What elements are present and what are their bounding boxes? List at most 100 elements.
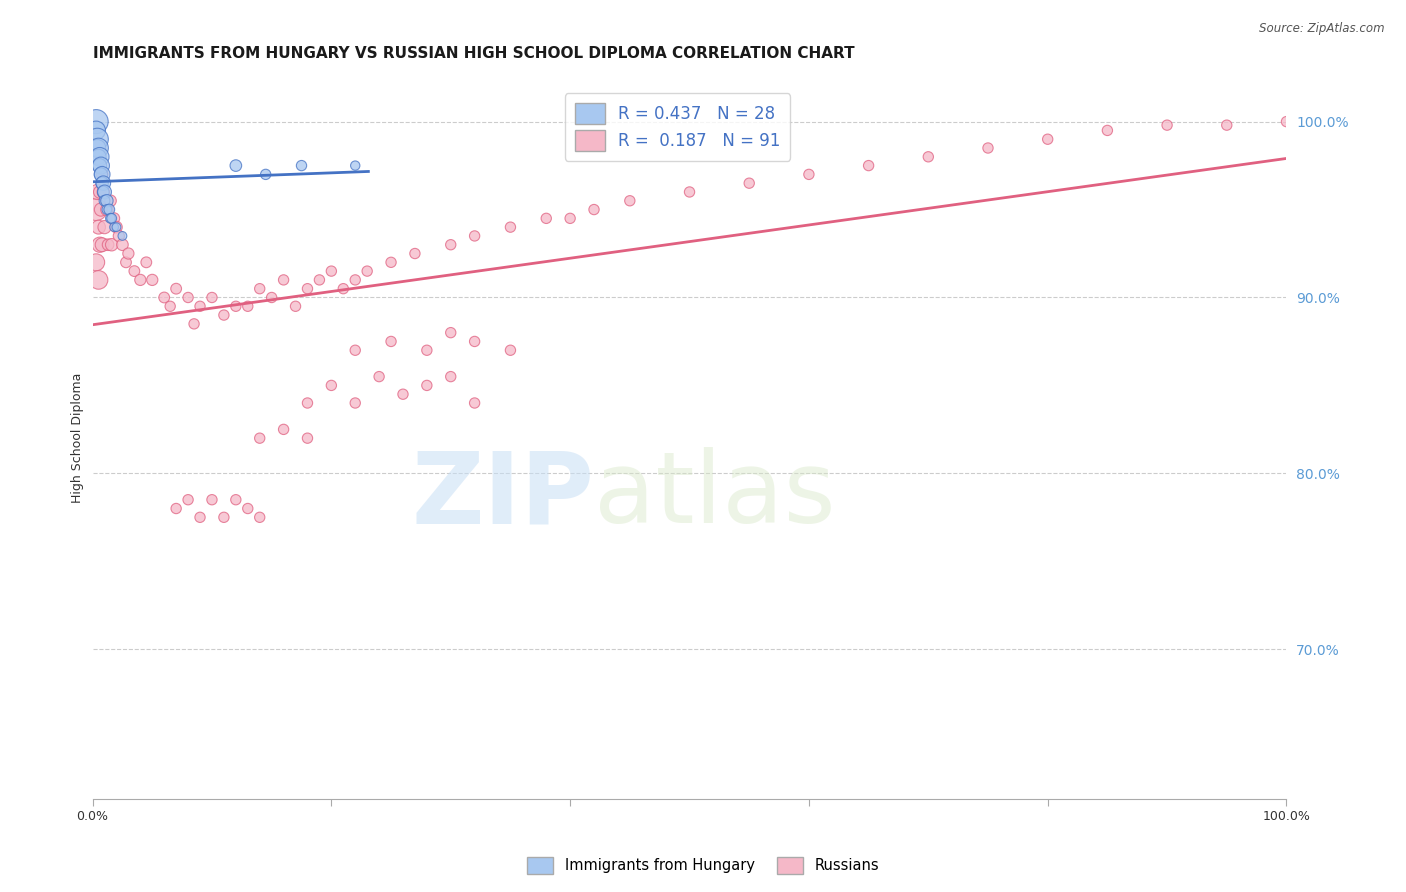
Point: [321, 378, 343, 392]
Point: [111, 229, 134, 244]
Point: [129, 273, 152, 287]
Point: [89, 185, 111, 199]
Point: [225, 492, 247, 507]
Point: [84, 123, 107, 137]
Point: [86, 132, 108, 146]
Point: [91, 185, 114, 199]
Point: [165, 501, 187, 516]
Point: [115, 255, 138, 269]
Point: [440, 237, 463, 252]
Point: [297, 282, 319, 296]
Point: [404, 246, 426, 260]
Point: [84, 114, 107, 128]
Point: [260, 291, 283, 305]
Point: [105, 220, 128, 235]
Point: [560, 211, 582, 226]
Point: [273, 273, 295, 287]
Point: [93, 194, 115, 208]
Point: [183, 317, 205, 331]
Point: [464, 334, 486, 349]
Point: [212, 510, 235, 524]
Point: [90, 159, 112, 173]
Point: [344, 343, 367, 358]
Point: [100, 194, 122, 208]
Point: [416, 378, 439, 392]
Point: [111, 237, 134, 252]
Point: [135, 255, 157, 269]
Point: [797, 167, 820, 181]
Y-axis label: High School Diploma: High School Diploma: [72, 373, 84, 503]
Text: ZIP: ZIP: [411, 448, 593, 544]
Text: IMMIGRANTS FROM HUNGARY VS RUSSIAN HIGH SCHOOL DIPLOMA CORRELATION CHART: IMMIGRANTS FROM HUNGARY VS RUSSIAN HIGH …: [93, 46, 855, 62]
Point: [91, 237, 114, 252]
Point: [249, 431, 271, 445]
Point: [464, 396, 486, 410]
Point: [499, 343, 522, 358]
Point: [249, 510, 271, 524]
Point: [1275, 114, 1298, 128]
Point: [284, 299, 307, 313]
Point: [91, 167, 114, 181]
Point: [416, 343, 439, 358]
Point: [103, 211, 125, 226]
Point: [236, 501, 259, 516]
Point: [86, 185, 108, 199]
Point: [108, 229, 131, 244]
Point: [225, 299, 247, 313]
Point: [212, 308, 235, 322]
Point: [499, 220, 522, 235]
Point: [165, 282, 187, 296]
Point: [249, 282, 271, 296]
Point: [93, 185, 115, 199]
Point: [977, 141, 1000, 155]
Point: [153, 291, 176, 305]
Point: [87, 220, 110, 235]
Point: [440, 369, 463, 384]
Point: [177, 291, 200, 305]
Point: [536, 211, 558, 226]
Point: [368, 369, 391, 384]
Point: [91, 185, 114, 199]
Point: [96, 194, 118, 208]
Text: Source: ZipAtlas.com: Source: ZipAtlas.com: [1260, 22, 1385, 36]
Point: [297, 431, 319, 445]
Point: [159, 299, 181, 313]
Point: [254, 167, 277, 181]
Point: [201, 291, 224, 305]
Point: [356, 264, 378, 278]
Point: [91, 176, 114, 190]
Point: [1097, 123, 1119, 137]
Point: [188, 299, 211, 313]
Point: [87, 141, 110, 155]
Point: [1036, 132, 1059, 146]
Point: [87, 150, 110, 164]
Point: [96, 202, 118, 217]
Point: [124, 264, 146, 278]
Point: [98, 202, 121, 217]
Point: [380, 334, 402, 349]
Point: [1216, 118, 1239, 132]
Legend: R = 0.437   N = 28, R =  0.187   N = 91: R = 0.437 N = 28, R = 0.187 N = 91: [565, 93, 790, 161]
Point: [100, 211, 122, 226]
Point: [96, 202, 118, 217]
Point: [344, 396, 367, 410]
Point: [91, 167, 114, 181]
Point: [308, 273, 330, 287]
Point: [93, 220, 115, 235]
Point: [297, 396, 319, 410]
Point: [738, 176, 761, 190]
Point: [90, 167, 112, 181]
Point: [86, 141, 108, 155]
Point: [89, 237, 111, 252]
Point: [678, 185, 700, 199]
Point: [87, 273, 110, 287]
Legend: Immigrants from Hungary, Russians: Immigrants from Hungary, Russians: [522, 851, 884, 880]
Point: [917, 150, 939, 164]
Point: [117, 246, 139, 260]
Point: [141, 273, 163, 287]
Point: [89, 159, 111, 173]
Point: [84, 202, 107, 217]
Point: [188, 510, 211, 524]
Point: [1156, 118, 1178, 132]
Point: [392, 387, 415, 401]
